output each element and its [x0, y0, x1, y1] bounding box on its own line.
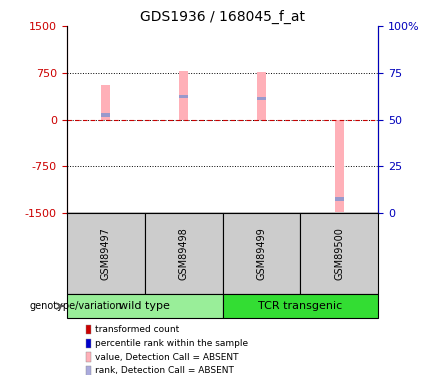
Text: GSM89498: GSM89498: [178, 227, 189, 280]
Title: GDS1936 / 168045_f_at: GDS1936 / 168045_f_at: [140, 10, 305, 24]
Text: GSM89500: GSM89500: [335, 227, 344, 280]
Bar: [144, 213, 223, 294]
Bar: [335, 120, 344, 211]
Text: wild type: wild type: [119, 301, 170, 311]
Bar: [86, 339, 91, 348]
Bar: [257, 72, 266, 120]
Text: genotype/variation: genotype/variation: [29, 301, 122, 311]
Bar: [223, 294, 378, 318]
Text: GSM89497: GSM89497: [101, 227, 111, 280]
Bar: [101, 86, 110, 120]
Text: rank, Detection Call = ABSENT: rank, Detection Call = ABSENT: [95, 366, 234, 375]
Bar: [86, 366, 91, 375]
Bar: [223, 213, 301, 294]
Bar: [301, 213, 378, 294]
Bar: [257, 96, 266, 100]
Text: value, Detection Call = ABSENT: value, Detection Call = ABSENT: [95, 352, 239, 362]
Bar: [335, 197, 344, 201]
Bar: [67, 213, 144, 294]
Bar: [179, 94, 188, 98]
Text: percentile rank within the sample: percentile rank within the sample: [95, 339, 249, 348]
Text: transformed count: transformed count: [95, 325, 180, 334]
Bar: [179, 71, 188, 120]
Bar: [67, 294, 223, 318]
Text: TCR transgenic: TCR transgenic: [258, 301, 343, 311]
Bar: [101, 113, 110, 117]
Bar: [86, 352, 91, 362]
Bar: [86, 325, 91, 334]
Text: GSM89499: GSM89499: [256, 227, 267, 280]
